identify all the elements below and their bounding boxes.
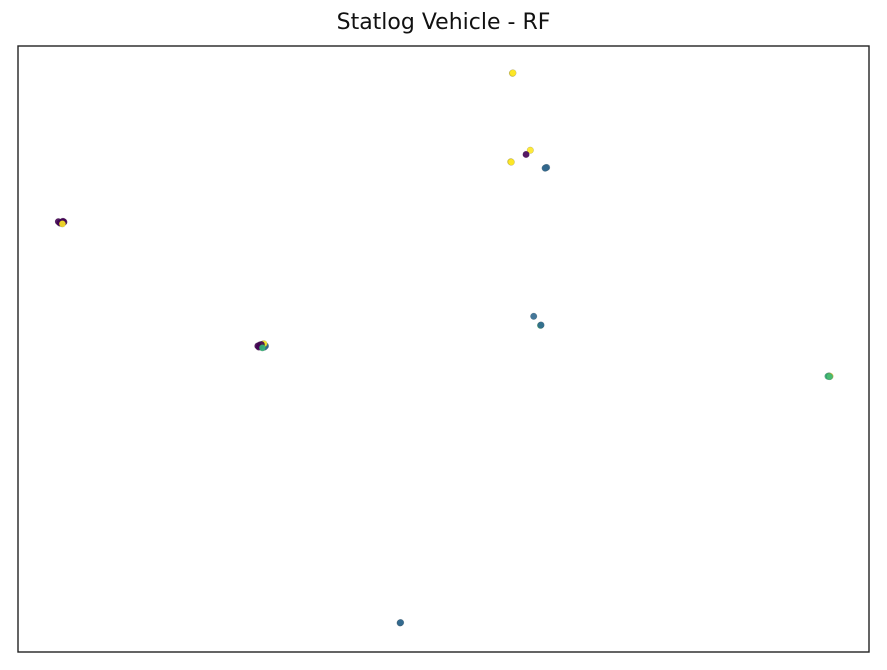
scatter-point xyxy=(509,69,517,77)
plot-frame xyxy=(17,45,870,653)
scatter-point xyxy=(526,146,534,154)
scatter-point xyxy=(530,312,538,320)
scatter-point xyxy=(397,619,405,627)
scatter-point xyxy=(507,158,515,166)
scatter-points xyxy=(54,69,834,627)
chart-title: Statlog Vehicle - RF xyxy=(336,10,551,35)
scatter-point xyxy=(522,150,530,158)
scatter-point xyxy=(537,321,545,329)
scatter-point xyxy=(58,220,66,228)
scatter-point xyxy=(826,373,834,381)
scatter-point xyxy=(258,344,266,352)
scatter-point xyxy=(541,164,549,172)
